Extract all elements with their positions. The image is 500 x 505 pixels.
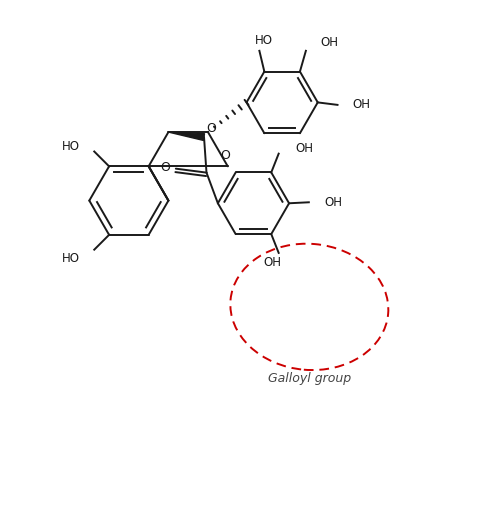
Text: Galloyl group: Galloyl group bbox=[268, 372, 351, 385]
Text: O: O bbox=[220, 149, 230, 162]
Polygon shape bbox=[168, 132, 204, 140]
Text: HO: HO bbox=[62, 252, 80, 265]
Text: OH: OH bbox=[264, 256, 281, 269]
Text: O: O bbox=[160, 161, 170, 174]
Text: HO: HO bbox=[62, 140, 80, 153]
Text: O: O bbox=[206, 122, 216, 135]
Text: OH: OH bbox=[352, 98, 370, 112]
Text: OH: OH bbox=[324, 196, 342, 209]
Text: HO: HO bbox=[255, 34, 273, 47]
Text: OH: OH bbox=[295, 142, 313, 155]
Text: OH: OH bbox=[320, 36, 338, 49]
